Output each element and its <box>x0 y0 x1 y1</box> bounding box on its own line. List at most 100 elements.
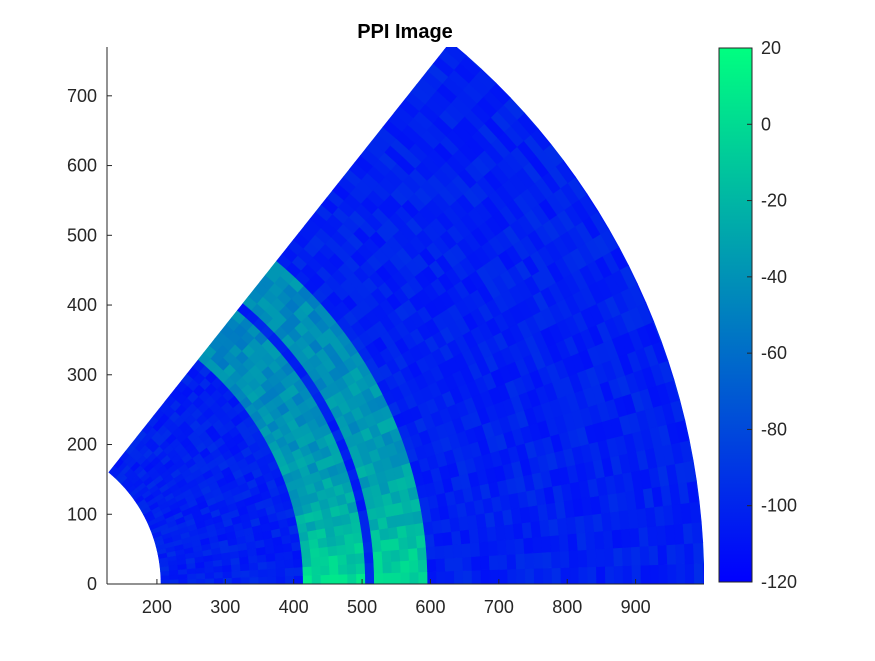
y-tick-label: 600 <box>67 156 97 176</box>
sector-cell <box>497 554 508 570</box>
sector-cell <box>675 543 686 565</box>
x-tick-label: 400 <box>279 597 309 617</box>
sector-cell <box>435 557 446 572</box>
sector-cell <box>301 557 312 568</box>
sector-cell <box>390 549 401 562</box>
sector-cell <box>427 571 437 584</box>
sector-cell <box>239 562 250 571</box>
colorbar-tick-label: 0 <box>761 114 771 134</box>
sector-cell <box>515 553 526 570</box>
colorbar-tick-label: -100 <box>761 496 797 516</box>
sector-cell <box>630 546 642 566</box>
sector-cell <box>461 542 472 558</box>
sector-cell <box>569 566 580 584</box>
axes: 200 300 400 500 600 700 800 900 0 100 200 300 400 500… <box>67 47 704 617</box>
sector-cell <box>454 47 467 57</box>
sector-cell <box>586 548 597 568</box>
chart-title: PPI Image <box>357 21 453 43</box>
sector-cell <box>293 566 304 577</box>
sector-cell <box>507 568 517 584</box>
sector-cell <box>389 537 400 551</box>
colorbar-tick-label: -40 <box>761 267 787 287</box>
sector-cell <box>364 562 375 574</box>
y-tick-label: 100 <box>67 504 97 524</box>
sector-cell <box>620 528 632 548</box>
sector-cell <box>444 47 467 64</box>
sector-cell <box>604 547 615 567</box>
sector-cell <box>334 534 346 546</box>
sector-cell <box>347 573 357 584</box>
sector-cell <box>486 525 498 542</box>
sector-cell <box>300 548 312 559</box>
sector-cell <box>445 570 455 584</box>
sector-cell <box>284 558 295 569</box>
sector-cell <box>361 530 373 543</box>
sector-cell <box>559 550 571 568</box>
colorbar: 20 0 -20 -40 -60 -80 -100 -120 <box>718 38 797 592</box>
y-tick-label: 700 <box>67 86 97 106</box>
sector-cell <box>639 545 651 566</box>
sector-cell <box>673 523 685 545</box>
sector-cell <box>293 575 304 584</box>
sector-cell <box>664 524 676 546</box>
sector-cell <box>231 570 242 578</box>
sector-cell <box>178 573 188 580</box>
sector-cell <box>524 568 535 584</box>
sector-cell <box>266 560 277 570</box>
sector-cell <box>213 577 224 584</box>
sector-cell <box>417 559 428 573</box>
sector-cell <box>532 536 543 554</box>
sector-cell <box>667 563 677 584</box>
sector-cell <box>346 553 357 565</box>
sector-cell <box>602 529 614 549</box>
sector-cell <box>415 534 427 549</box>
sector-cell <box>542 551 553 569</box>
sector-cell <box>302 574 313 584</box>
sector-cell <box>568 549 579 568</box>
sector-cell <box>355 562 366 575</box>
sector-cell <box>302 566 313 576</box>
sector-cell <box>631 564 642 584</box>
sector-cell <box>542 567 553 584</box>
sector-cell <box>292 549 303 560</box>
sector-cell <box>275 567 286 577</box>
sector-cell <box>533 552 544 569</box>
sector-cell <box>540 535 552 553</box>
sector-cell <box>596 565 606 584</box>
sector-cell <box>299 539 311 551</box>
sector-cell <box>426 558 437 572</box>
sector-cell <box>452 543 463 559</box>
sector-cell <box>638 526 650 547</box>
sector-cell <box>291 540 302 552</box>
sector-cell <box>471 569 482 584</box>
colorbar-tick-label: -20 <box>761 191 787 211</box>
sector-cell <box>649 564 660 584</box>
x-tick-label: 500 <box>347 597 377 617</box>
sector-cell <box>310 556 321 567</box>
sector-cell <box>648 545 659 566</box>
sector-cell <box>205 577 215 584</box>
sector-cell <box>248 562 259 571</box>
sector-cell <box>337 563 348 575</box>
sector-cell <box>276 575 286 584</box>
colorbar-ticks: 20 0 -20 -40 -60 -80 -100 -120 <box>747 38 797 592</box>
sector-cell <box>354 552 366 564</box>
sector-cell <box>222 570 233 579</box>
sector-cell <box>470 541 481 557</box>
sector-cell <box>408 547 419 561</box>
sector-cell <box>567 533 579 552</box>
sector-cell <box>274 551 285 562</box>
sector-cell <box>285 575 295 584</box>
sector-cell <box>692 542 704 564</box>
sector-cell <box>684 542 695 565</box>
sector-cell <box>684 563 695 584</box>
sector-cell <box>506 553 517 570</box>
sector-cell <box>523 537 534 554</box>
colorbar-gradient <box>719 48 752 582</box>
sector-cell <box>434 545 446 560</box>
sector-cell <box>365 572 375 584</box>
sector-cell <box>343 532 355 545</box>
sector-cell <box>382 561 393 574</box>
x-tick-label: 900 <box>621 597 651 617</box>
